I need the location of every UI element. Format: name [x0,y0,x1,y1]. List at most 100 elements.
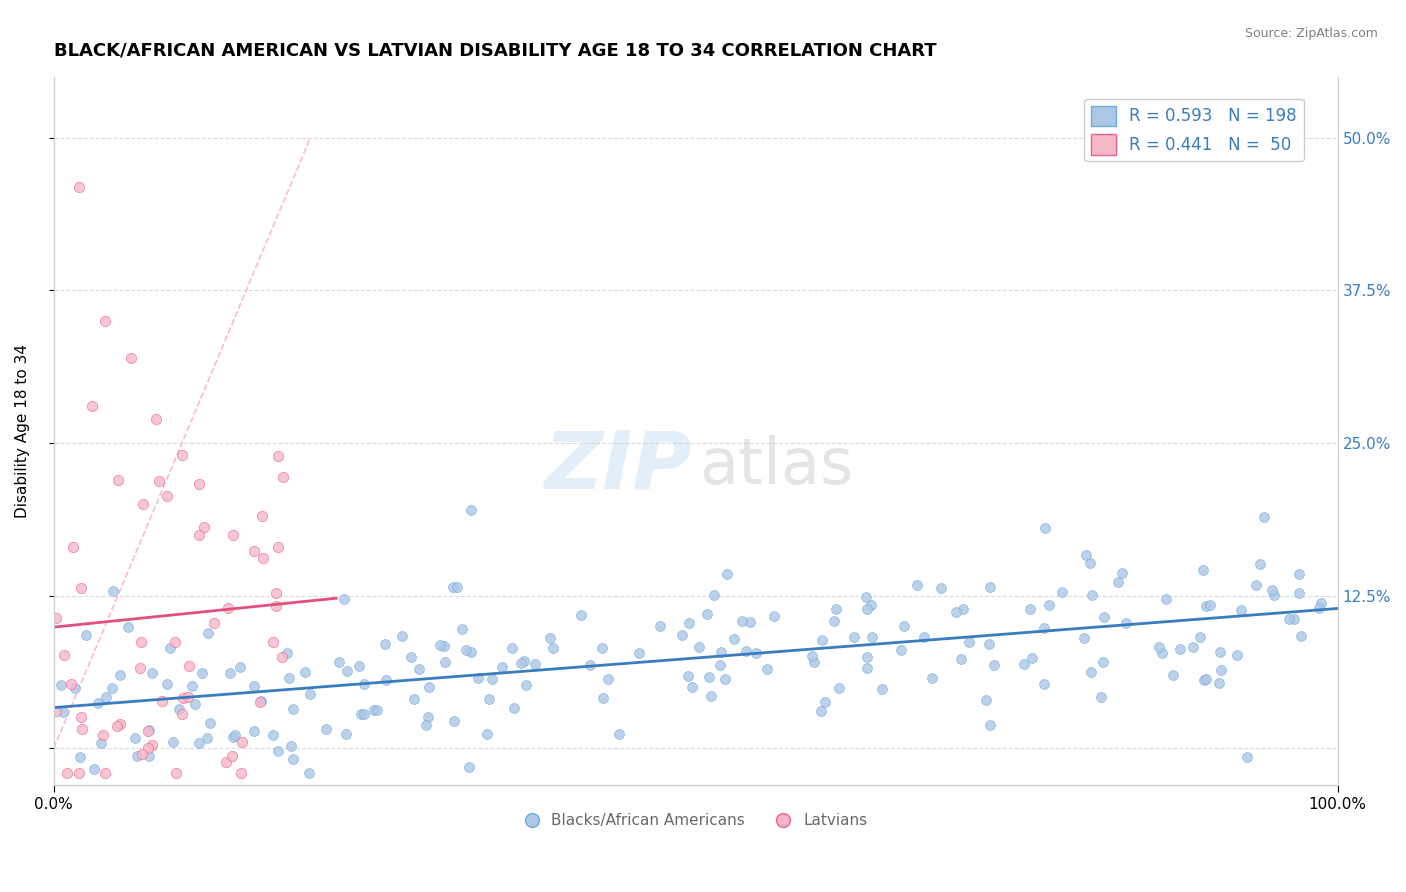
Point [266,744,288,758]
Point [278,671,301,685]
Point [523,657,546,671]
Point [592,690,614,705]
Point [231,765,253,780]
Point [270,649,292,664]
Point [856,602,879,616]
Point [408,662,430,676]
Point [446,581,468,595]
Point [82,400,104,414]
Point [1261,582,1284,597]
Point [219,666,242,681]
Point [156,676,179,690]
Point [1282,612,1305,626]
Point [735,643,758,657]
Point [696,607,718,621]
Point [814,695,837,709]
Point [1091,655,1114,669]
Point [803,655,825,669]
Point [266,450,288,464]
Point [1195,599,1218,613]
Point [391,629,413,643]
Point [416,710,439,724]
Point [1032,621,1054,635]
Point [460,502,482,516]
Point [828,681,851,695]
Point [1080,588,1102,602]
Point [1038,599,1060,613]
Point [1147,640,1170,655]
Point [952,601,974,615]
Point [716,567,738,582]
Point [513,653,536,667]
Point [224,728,246,742]
Point [67,179,90,194]
Point [912,630,935,644]
Point [145,411,167,425]
Point [1090,690,1112,705]
Point [929,582,952,596]
Point [298,765,321,780]
Point [905,578,928,592]
Point [648,619,671,633]
Point [170,706,193,721]
Point [723,632,745,647]
Point [162,735,184,749]
Point [271,470,294,484]
Point [598,672,620,686]
Point [763,608,786,623]
Point [94,690,117,705]
Point [249,695,271,709]
Point [1192,673,1215,688]
Point [730,614,752,628]
Point [204,616,226,631]
Point [1012,657,1035,671]
Point [1161,667,1184,681]
Point [974,692,997,706]
Point [921,671,943,685]
Point [1208,675,1230,690]
Point [860,630,883,644]
Point [221,748,243,763]
Point [700,689,723,703]
Point [243,679,266,693]
Point [138,723,160,738]
Point [509,657,531,671]
Point [855,591,877,605]
Point [108,667,131,681]
Point [328,656,350,670]
Point [165,765,187,780]
Point [893,618,915,632]
Point [200,715,222,730]
Point [825,601,848,615]
Point [591,641,613,656]
Point [184,697,207,711]
Point [350,707,373,722]
Point [335,727,357,741]
Point [1308,600,1330,615]
Point [538,632,561,646]
Point [415,718,437,732]
Point [94,765,117,780]
Text: Source: ZipAtlas.com: Source: ZipAtlas.com [1244,27,1378,40]
Point [1168,641,1191,656]
Point [1032,677,1054,691]
Point [132,497,155,511]
Point [347,658,370,673]
Point [138,740,160,755]
Point [502,701,524,715]
Point [333,591,356,606]
Point [353,677,375,691]
Point [55,765,77,780]
Point [1111,566,1133,580]
Point [1021,651,1043,665]
Point [163,635,186,649]
Point [1194,672,1216,686]
Y-axis label: Disability Age 18 to 34: Disability Age 18 to 34 [15,343,30,518]
Point [231,735,253,749]
Point [1230,603,1253,617]
Point [515,678,537,692]
Point [699,670,721,684]
Point [1181,640,1204,654]
Point [578,657,600,672]
Point [215,756,238,770]
